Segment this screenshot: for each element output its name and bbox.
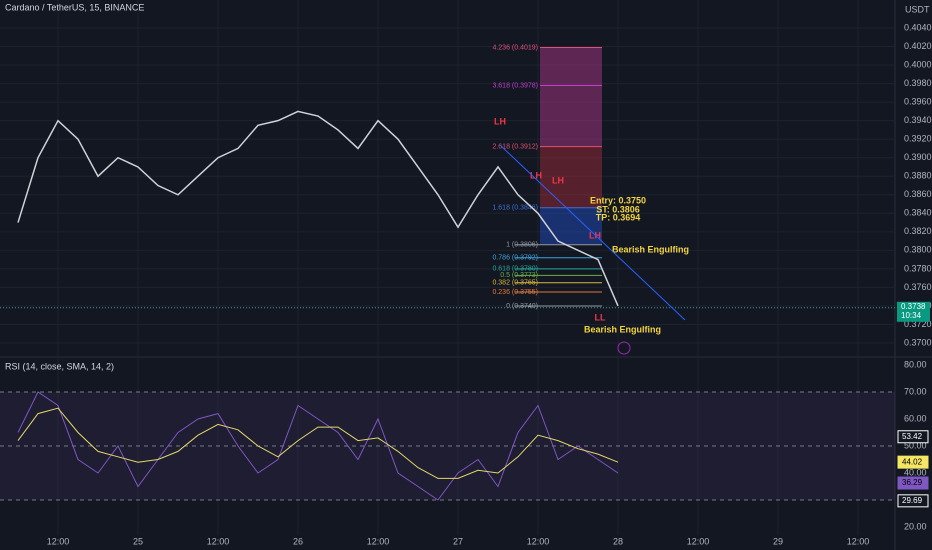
event-icon	[617, 341, 631, 355]
symbol-title: Cardano / TetherUS, 15, BINANCE	[5, 2, 144, 12]
y-tick-label: 0.3820	[904, 226, 932, 236]
y-tick-label: 50.00	[904, 440, 927, 450]
annotation: Entry: 0.3750	[590, 195, 646, 205]
y-tick-label: 0.3720	[904, 319, 932, 329]
y-tick-label: 80.00	[904, 359, 927, 369]
x-tick-label: 26	[293, 536, 303, 546]
rsi-marker-label: 29.69	[902, 496, 923, 505]
countdown: 10:34	[901, 311, 922, 320]
x-tick-label: 12:00	[367, 536, 390, 546]
y-tick-label: 0.3700	[904, 337, 932, 347]
y-tick-label: 0.3960	[904, 96, 932, 106]
annotation: LH	[530, 170, 542, 180]
y-tick-label: 0.3920	[904, 134, 932, 144]
last-price: 0.3738	[901, 302, 926, 311]
y-tick-label: 0.3940	[904, 115, 932, 125]
fib-label: 0 (0.3740)	[506, 303, 538, 310]
x-tick-label: 12:00	[207, 536, 230, 546]
rsi-marker-label: 36.29	[902, 478, 923, 487]
series-line	[17, 407, 619, 479]
fib-label: 0.786 (0.3792)	[492, 255, 538, 262]
annotation: Bearish Engulfing	[584, 324, 661, 334]
fib-label: 1 (0.3806)	[506, 242, 538, 249]
fib-zone-red	[540, 47, 602, 208]
y-tick-label: 0.3900	[904, 152, 932, 162]
last-price-tag	[897, 301, 930, 322]
currency: USDT	[905, 4, 930, 14]
x-tick-label: 27	[453, 536, 463, 546]
fib-label: 4.236 (0.4019)	[492, 44, 538, 51]
y-tick-label: 0.3760	[904, 282, 932, 292]
y-tick-label: 40.00	[904, 467, 927, 477]
x-tick-label: 12:00	[687, 536, 710, 546]
x-tick-label: 29	[773, 536, 783, 546]
x-tick-label: 25	[133, 536, 143, 546]
fib-label: 0.236 (0.3755)	[492, 289, 538, 296]
y-tick-label: 0.3840	[904, 208, 932, 218]
rsi-marker	[897, 476, 929, 490]
rsi-marker	[897, 494, 929, 508]
fib-label: 1.618 (0.3846)	[492, 205, 538, 212]
annotation: Bearish Engulfing	[612, 244, 689, 254]
annotation: LH	[552, 175, 564, 185]
y-tick-label: 0.4040	[904, 22, 932, 32]
x-tick-label: 12:00	[527, 536, 550, 546]
annotation: TP: 0.3694	[596, 212, 641, 222]
y-tick-label: 0.3860	[904, 189, 932, 199]
fib-label: 2.618 (0.3912)	[492, 143, 538, 150]
rsi-marker-label: 53.42	[902, 432, 923, 441]
annotation: ST: 0.3806	[596, 204, 640, 214]
x-tick-label: 28	[613, 536, 623, 546]
y-tick-label: 60.00	[904, 413, 927, 423]
y-tick-label: 0.3780	[904, 263, 932, 273]
y-tick-label: 0.3800	[904, 245, 932, 255]
fib-label: 3.618 (0.3978)	[492, 82, 538, 89]
annotation: LH	[494, 116, 506, 126]
trendline	[499, 144, 686, 321]
x-tick-label: 12:00	[847, 536, 870, 546]
y-tick-label: 70.00	[904, 386, 927, 396]
series-line	[17, 110, 619, 307]
rsi-marker	[897, 455, 929, 469]
rsi-marker-label: 44.02	[902, 457, 923, 466]
y-tick-label: 0.4020	[904, 41, 932, 51]
fib-label: 0.5 (0.3773)	[500, 272, 538, 279]
y-tick-label: 0.4000	[904, 59, 932, 69]
fib-label: 0.382 (0.3765)	[492, 280, 538, 287]
y-tick-label: 0.3880	[904, 171, 932, 181]
y-tick-label: 20.00	[904, 521, 927, 531]
y-tick-label: 0.3980	[904, 78, 932, 88]
rsi-marker	[897, 430, 929, 444]
rsi-title: RSI (14, close, SMA, 14, 2)	[5, 361, 114, 371]
fib-zone-purple	[540, 47, 602, 147]
fib-zone-blue	[540, 207, 602, 245]
fib-label: 0.618 (0.3780)	[492, 266, 538, 273]
series-line	[17, 391, 619, 501]
x-tick-label: 12:00	[47, 536, 70, 546]
annotation: LL	[595, 312, 606, 322]
